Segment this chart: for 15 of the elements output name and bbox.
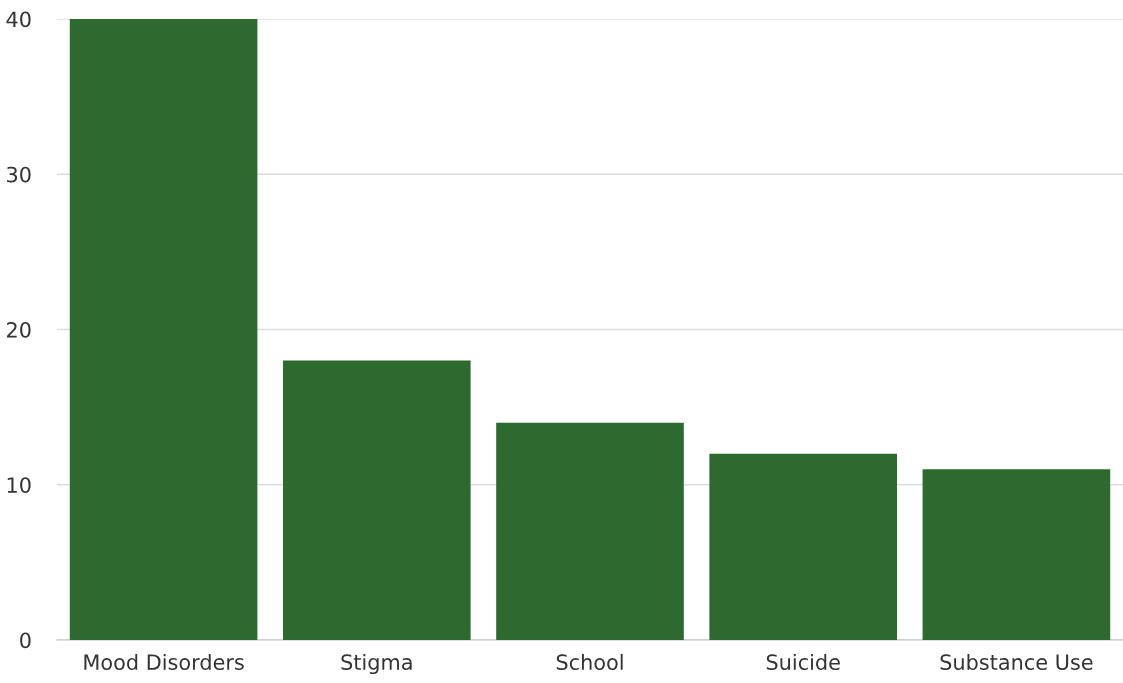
x-tick-label: Stigma xyxy=(341,653,412,675)
bar xyxy=(282,360,471,640)
bar xyxy=(69,19,258,640)
bar xyxy=(922,469,1111,640)
y-tick-label: 20 xyxy=(7,321,31,338)
x-tick-label: School xyxy=(556,653,623,671)
bar xyxy=(709,453,898,640)
y-tick-label: 40 xyxy=(6,11,31,28)
bar xyxy=(496,422,684,640)
y-tick-label: 0 xyxy=(20,632,31,649)
x-tick-label: Substance Use xyxy=(940,653,1093,671)
y-tick-label: 10 xyxy=(7,477,31,493)
x-tick-label: Mood Disorders xyxy=(84,653,244,671)
y-tick-label: 30 xyxy=(7,166,31,183)
x-tick-label: Suicide xyxy=(766,653,840,671)
